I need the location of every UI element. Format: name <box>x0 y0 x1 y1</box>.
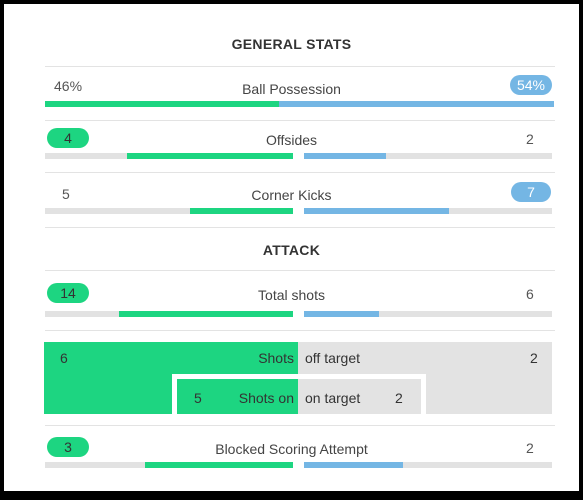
away-bar <box>304 208 552 214</box>
home-value-badge: 14 <box>47 283 89 303</box>
possession-bar-away <box>279 101 554 107</box>
home-bar-fill <box>127 153 293 159</box>
home-bar <box>45 311 293 317</box>
away-bar <box>304 462 552 468</box>
home-on-target-box <box>177 379 298 414</box>
away-bar-fill <box>304 153 386 159</box>
home-value: 5 <box>62 186 70 202</box>
match-stats-panel: GENERAL STATS 46% Ball Possession 54% 4 … <box>4 4 579 491</box>
divider <box>45 330 555 331</box>
away-off-target-value: 2 <box>530 350 538 366</box>
away-bar <box>304 153 552 159</box>
away-bar <box>304 311 552 317</box>
home-off-target-value: 6 <box>60 350 68 366</box>
on-target-label-left: Shots on <box>238 390 294 406</box>
home-bar <box>45 462 293 468</box>
stat-label: Blocked Scoring Attempt <box>215 441 368 457</box>
away-value-badge: 54% <box>510 75 552 95</box>
stat-label: Corner Kicks <box>251 187 332 203</box>
divider <box>45 425 555 426</box>
off-target-label-left: Shots <box>258 350 294 366</box>
divider <box>45 66 555 67</box>
section-title-general: GENERAL STATS <box>231 36 352 52</box>
home-value: 46% <box>54 78 83 94</box>
home-bar-fill <box>145 462 293 468</box>
away-value: 6 <box>526 286 534 302</box>
away-value-badge: 7 <box>511 182 551 202</box>
home-bar <box>45 153 293 159</box>
away-bar-fill <box>304 311 379 317</box>
home-bar <box>45 208 293 214</box>
home-bar-fill <box>119 311 293 317</box>
divider <box>45 172 555 173</box>
away-on-target-box <box>298 379 421 414</box>
section-title-attack: ATTACK <box>262 242 321 258</box>
home-bar-fill <box>190 208 293 214</box>
home-on-target-value: 5 <box>194 390 202 406</box>
home-value-badge: 3 <box>47 437 89 457</box>
possession-bar <box>45 101 554 107</box>
divider <box>45 120 555 121</box>
home-value-badge: 4 <box>47 128 89 148</box>
divider <box>45 270 555 271</box>
stat-label: Offsides <box>265 132 318 148</box>
away-value: 2 <box>526 440 534 456</box>
away-on-target-value: 2 <box>395 390 403 406</box>
off-target-label-right: off target <box>305 350 361 366</box>
away-value: 2 <box>526 131 534 147</box>
divider <box>45 227 555 228</box>
on-target-label-right: on target <box>305 390 361 406</box>
possession-bar-home <box>45 101 279 107</box>
stat-label: Total shots <box>258 287 325 303</box>
away-bar-fill <box>304 462 403 468</box>
stat-label: Ball Possession <box>242 81 341 97</box>
away-bar-fill <box>304 208 449 214</box>
